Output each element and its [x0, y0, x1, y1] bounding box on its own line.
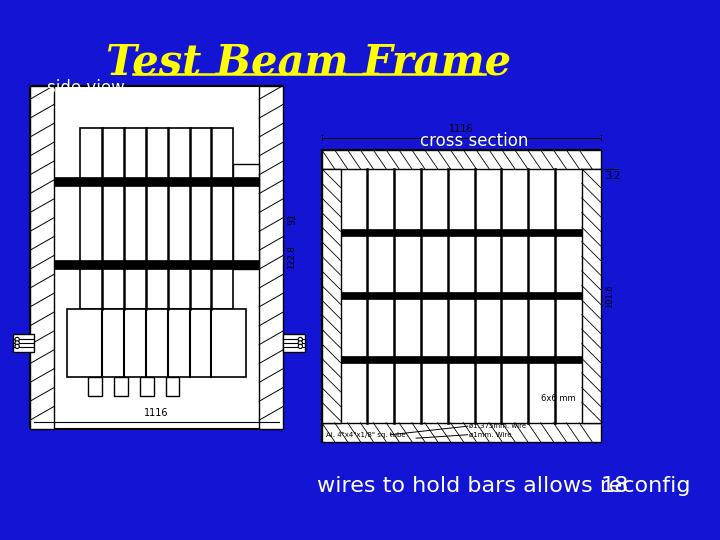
Text: Test Beam Frame: Test Beam Frame: [107, 42, 511, 83]
Bar: [259, 85, 283, 429]
Bar: [140, 377, 153, 396]
Bar: [341, 356, 582, 363]
Bar: [582, 168, 600, 423]
Circle shape: [298, 341, 302, 345]
Text: 3.2: 3.2: [605, 171, 621, 180]
Bar: [322, 423, 600, 442]
Bar: [233, 164, 259, 268]
Bar: [89, 377, 102, 396]
Bar: [114, 377, 128, 396]
Circle shape: [15, 344, 19, 348]
Text: 6x6 mm: 6x6 mm: [541, 394, 575, 403]
Text: 91: 91: [287, 212, 297, 225]
Bar: [166, 377, 179, 396]
Text: 18: 18: [600, 476, 629, 496]
Text: 122.8: 122.8: [287, 245, 297, 269]
Text: ø1mm. Wire: ø1mm. Wire: [469, 432, 512, 438]
Text: 1116: 1116: [449, 124, 473, 133]
Bar: [67, 309, 246, 377]
Text: cross section: cross section: [420, 132, 528, 150]
Text: Al. 4"x4"x1/8" sq. tube: Al. 4"x4"x1/8" sq. tube: [326, 432, 405, 438]
Bar: [54, 260, 259, 268]
Bar: [322, 150, 600, 442]
Bar: [30, 85, 54, 429]
Bar: [322, 150, 600, 168]
Bar: [80, 129, 233, 309]
Text: 101.6: 101.6: [605, 284, 614, 308]
Text: 1116: 1116: [144, 408, 168, 417]
Circle shape: [15, 341, 19, 345]
Text: side view: side view: [48, 79, 125, 97]
Bar: [341, 292, 582, 299]
Circle shape: [298, 338, 302, 342]
Bar: [30, 85, 283, 429]
Bar: [283, 334, 305, 352]
Circle shape: [15, 338, 19, 342]
Bar: [54, 177, 259, 186]
Bar: [341, 229, 582, 235]
Bar: [322, 150, 600, 442]
Circle shape: [298, 344, 302, 348]
Text: wires to hold bars allows reconfig: wires to hold bars allows reconfig: [318, 476, 691, 496]
Text: ø1.375mm. wire: ø1.375mm. wire: [469, 423, 526, 429]
Bar: [13, 334, 35, 352]
Bar: [322, 168, 341, 423]
Bar: [30, 85, 283, 429]
